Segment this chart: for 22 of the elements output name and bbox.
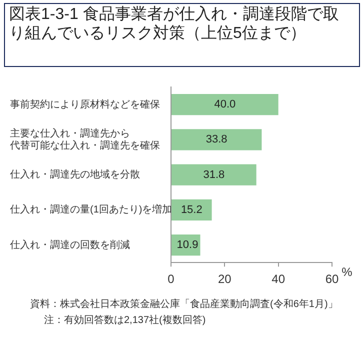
bar (172, 164, 256, 186)
chart-title: 図表1-3-1 食品事業者が仕入れ・調達段階で取り組んでいるリスク対策（上位5位まで） (4, 3, 360, 67)
data-label: 10.9 (176, 239, 198, 252)
data-label: 31.8 (203, 168, 225, 181)
y-tick-label: 仕入れ・調達の回数を削減 (10, 238, 130, 251)
y-tick-label: 主要な仕入れ・調達先から代替可能な仕入れ・調達先を確保 (9, 127, 160, 152)
x-tick-label: 20 (218, 272, 232, 286)
bar (172, 129, 262, 150)
y-tick-label: 仕入れ・調達の量(1回あたり)を増加 (10, 204, 172, 216)
y-tick-label: 仕入れ・調達先の地域を分散 (10, 168, 140, 181)
x-axis-title: % (342, 264, 353, 279)
data-label: 15.2 (180, 204, 202, 216)
text: 資料：株式会社日本政策金融公庫「食品産業動向調査(令和6年1月)」 (30, 298, 339, 312)
bar (172, 94, 278, 116)
x-tick-label: 60 (325, 272, 339, 286)
y-tick-label: 事前契約により原材料などを確保 (10, 98, 160, 110)
x-tick-label: 40 (272, 272, 286, 286)
data-label: 33.8 (206, 134, 228, 146)
text: 注：有効回答数は2,137社(複数回答) (44, 314, 207, 328)
data-label: 40.0 (214, 98, 236, 111)
x-tick-label: 0 (168, 272, 175, 286)
bar (172, 199, 212, 220)
